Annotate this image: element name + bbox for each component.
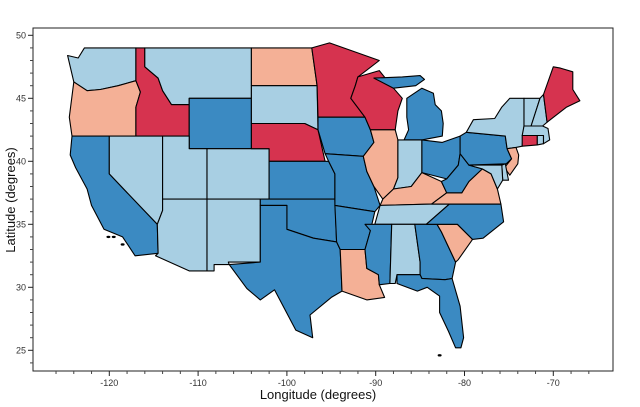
- y-tick-label: 25: [16, 345, 26, 355]
- island-3: [437, 354, 442, 357]
- state-new-hampshire: [530, 93, 548, 127]
- state-colorado: [206, 148, 270, 200]
- y-axis-label: Latitude (degrees): [3, 147, 18, 253]
- x-axis-label: Longitude (degrees): [260, 387, 376, 402]
- y-tick-label: 30: [16, 282, 26, 292]
- state-michigan: [403, 87, 444, 141]
- state-maryland: [468, 164, 504, 190]
- state-michigan-upper: [373, 75, 426, 89]
- state-iowa: [317, 116, 375, 157]
- state-florida: [396, 274, 465, 349]
- x-tick-label: -100: [278, 378, 296, 388]
- y-tick-label: 45: [16, 93, 26, 103]
- state-maine: [542, 66, 581, 123]
- state-wyoming: [188, 97, 252, 150]
- x-tick-label: -110: [189, 378, 206, 388]
- island-2: [106, 235, 111, 239]
- x-tick-label: -70: [547, 378, 560, 388]
- state-new-mexico: [206, 198, 261, 272]
- x-tick-label: -120: [100, 378, 118, 388]
- y-axis-ticks: 25 30 35 40 45 50: [16, 30, 33, 364]
- island-1: [120, 243, 125, 246]
- state-new-jersey: [503, 146, 520, 176]
- state-texas: [228, 204, 343, 339]
- state-oregon: [68, 80, 141, 137]
- state-connecticut: [521, 134, 538, 147]
- y-tick-label: 50: [16, 30, 26, 40]
- state-arizona: [154, 198, 208, 272]
- x-tick-label: -80: [458, 378, 471, 388]
- island-0: [111, 235, 116, 239]
- state-pennsylvania: [459, 131, 513, 166]
- state-kansas: [268, 160, 336, 200]
- states-layer: [67, 42, 581, 357]
- state-rhode-island: [536, 134, 545, 146]
- x-tick-label: -90: [369, 378, 382, 388]
- y-tick-label: 40: [16, 156, 26, 166]
- state-north-dakota: [250, 47, 318, 87]
- y-tick-label: 35: [16, 219, 26, 229]
- x-axis-ticks: -120 -110 -100 -90 -80 -70: [55, 371, 590, 388]
